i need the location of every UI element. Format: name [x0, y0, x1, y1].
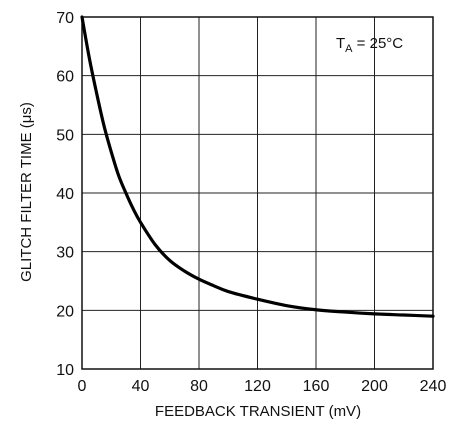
x-tick-label: 80	[190, 378, 208, 395]
y-tick-label: 50	[56, 127, 74, 144]
y-tick-label: 40	[56, 186, 74, 203]
y-tick-label: 10	[56, 362, 74, 379]
y-tick-label: 20	[56, 303, 74, 320]
x-tick-label: 0	[78, 378, 87, 395]
x-tick-label: 200	[361, 378, 388, 395]
x-tick-label: 120	[244, 378, 271, 395]
x-tick-label: 40	[132, 378, 150, 395]
grid	[82, 17, 433, 369]
y-tick-label: 30	[56, 245, 74, 262]
y-tick-labels: 10 20 30 40 50 60 70	[56, 10, 74, 379]
y-tick-label: 60	[56, 69, 74, 86]
x-tick-label: 160	[303, 378, 330, 395]
annotation-t: T	[336, 35, 345, 52]
x-axis-label: FEEDBACK TRANSIENT (mV)	[155, 403, 361, 420]
temperature-annotation: TA = 25°C	[336, 35, 403, 55]
x-tick-labels: 0 40 80 120 160 200 240	[78, 378, 447, 395]
y-axis-label: GLITCH FILTER TIME (μs)	[18, 102, 35, 282]
annotation-value: = 25°C	[353, 35, 404, 52]
y-tick-label: 70	[56, 10, 74, 27]
x-tick-label: 240	[420, 378, 447, 395]
